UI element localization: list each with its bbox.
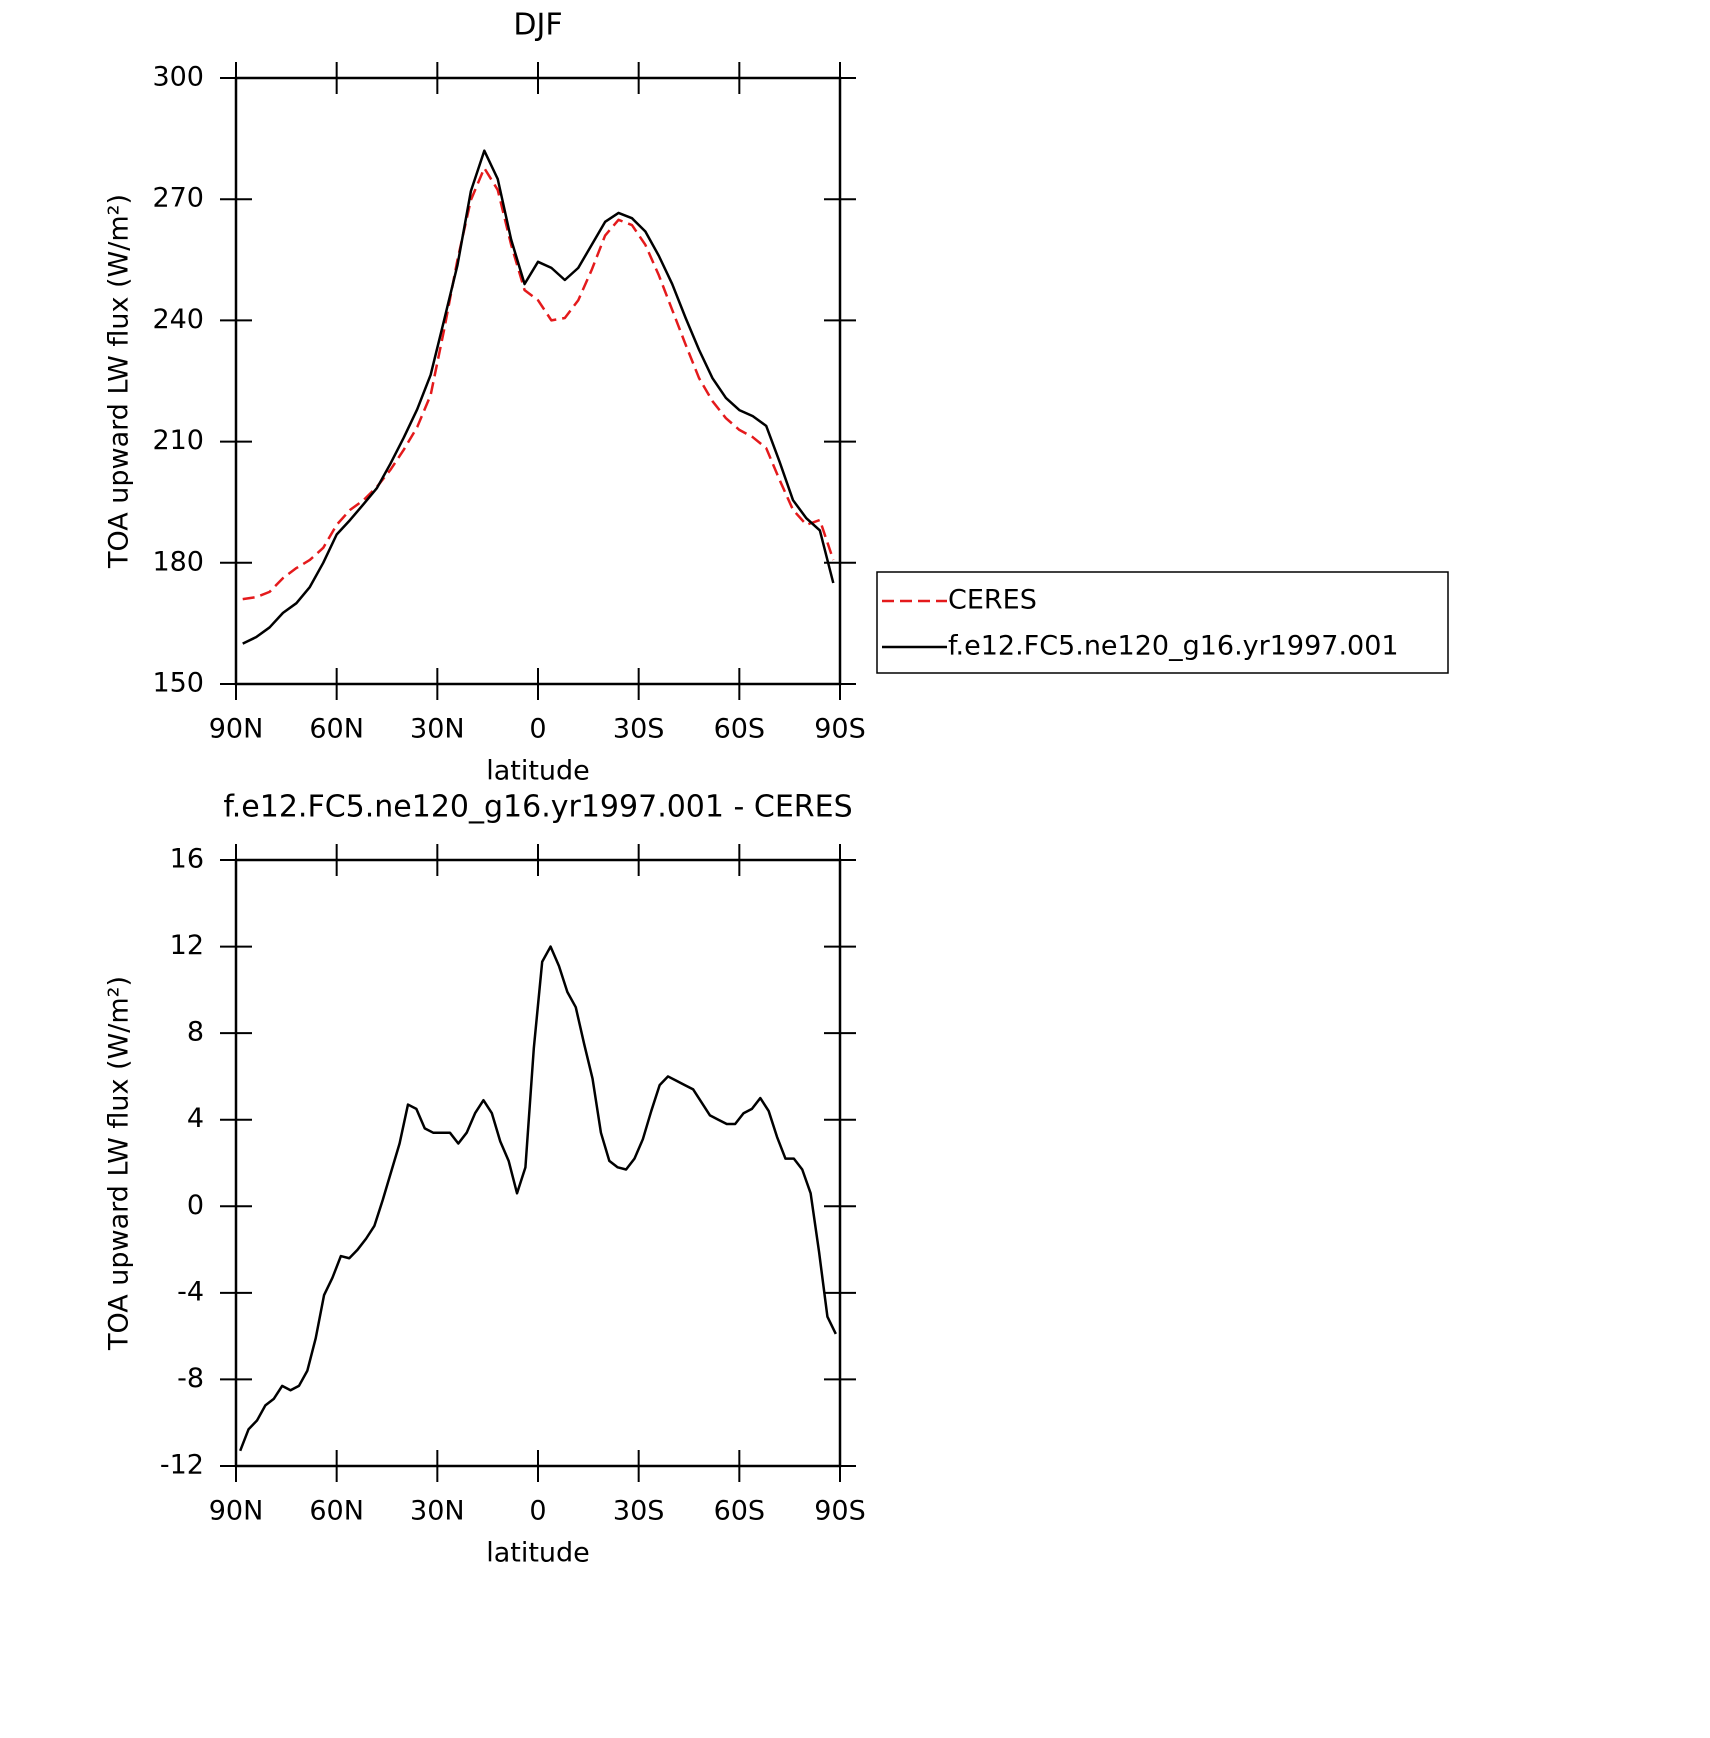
y-axis-label: TOA upward LW flux (W/m²) <box>104 976 135 1351</box>
y-tick-label: 16 <box>170 844 204 875</box>
x-tick-label: 60S <box>714 1496 766 1527</box>
x-tick-label: 90N <box>209 1496 264 1527</box>
y-tick-label: 180 <box>152 546 204 577</box>
x-tick-label: 60S <box>714 714 766 745</box>
x-tick-label: 60N <box>309 1496 364 1527</box>
x-tick-label: 90N <box>209 714 264 745</box>
plot-frame <box>234 858 842 1468</box>
chart-title: DJF <box>513 8 562 43</box>
legend-label: f.e12.FC5.ne120_g16.yr1997.001 <box>948 631 1399 662</box>
x-axis-label: latitude <box>486 756 590 787</box>
x-tick-label: 30N <box>410 1496 465 1527</box>
x-tick-label: 60N <box>309 714 364 745</box>
legend-box <box>876 571 1449 674</box>
y-tick-label: 150 <box>152 668 204 699</box>
y-tick-label: 4 <box>187 1103 204 1134</box>
x-tick-label: 90S <box>814 714 866 745</box>
x-tick-label: 0 <box>529 714 546 745</box>
x-tick-label: 30N <box>410 714 465 745</box>
y-tick-label: 270 <box>152 183 204 214</box>
y-tick-label: -4 <box>177 1276 204 1307</box>
y-tick-label: -8 <box>177 1363 204 1394</box>
y-tick-label: 300 <box>152 62 204 93</box>
y-axis-label: TOA upward LW flux (W/m²) <box>104 194 135 569</box>
x-tick-label: 30S <box>613 714 665 745</box>
chart-title: f.e12.FC5.ne120_g16.yr1997.001 - CERES <box>223 790 852 825</box>
data-line <box>239 945 837 1452</box>
y-tick-label: 0 <box>187 1190 204 1221</box>
y-tick-label: 210 <box>152 425 204 456</box>
y-tick-label: -12 <box>160 1450 204 1481</box>
x-axis-label: latitude <box>486 1538 590 1569</box>
x-tick-label: 30S <box>613 1496 665 1527</box>
x-tick-label: 0 <box>529 1496 546 1527</box>
y-tick-label: 240 <box>152 304 204 335</box>
legend-label: CERES <box>948 585 1037 616</box>
data-line <box>242 166 835 601</box>
data-line <box>242 149 835 645</box>
y-tick-label: 12 <box>170 930 204 961</box>
plot-frame <box>234 76 842 686</box>
y-tick-label: 8 <box>187 1017 204 1048</box>
x-tick-label: 90S <box>814 1496 866 1527</box>
